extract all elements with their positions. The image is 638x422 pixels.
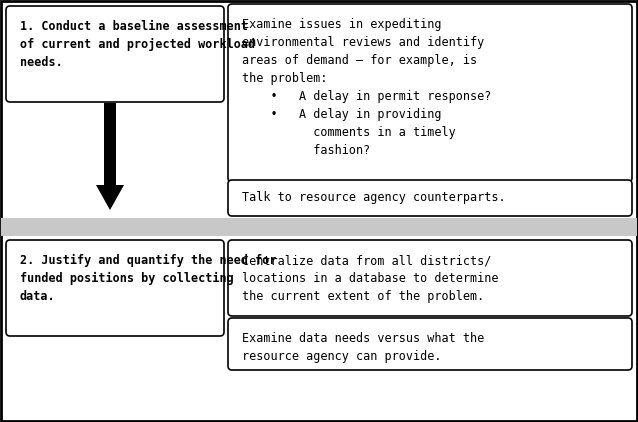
Text: 2. Justify and quantify the need for
funded positions by collecting
data.: 2. Justify and quantify the need for fun… xyxy=(20,254,276,303)
FancyBboxPatch shape xyxy=(228,240,632,316)
Polygon shape xyxy=(96,185,124,210)
Text: Talk to resource agency counterparts.: Talk to resource agency counterparts. xyxy=(242,192,506,205)
Text: Centralize data from all districts/
locations in a database to determine
the cur: Centralize data from all districts/ loca… xyxy=(242,254,498,303)
Text: 1. Conduct a baseline assessment
of current and projected workload
needs.: 1. Conduct a baseline assessment of curr… xyxy=(20,20,255,69)
FancyBboxPatch shape xyxy=(228,318,632,370)
Text: Examine issues in expediting
environmental reviews and identify
areas of demand : Examine issues in expediting environment… xyxy=(242,18,491,157)
FancyBboxPatch shape xyxy=(6,240,224,336)
FancyBboxPatch shape xyxy=(228,180,632,216)
FancyBboxPatch shape xyxy=(228,4,632,182)
Bar xyxy=(104,103,116,185)
Bar xyxy=(1,218,637,236)
Text: Examine data needs versus what the
resource agency can provide.: Examine data needs versus what the resou… xyxy=(242,332,484,363)
FancyBboxPatch shape xyxy=(6,6,224,102)
